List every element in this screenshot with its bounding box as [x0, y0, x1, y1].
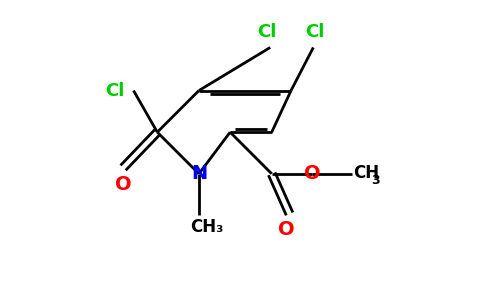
Text: Cl: Cl [257, 23, 277, 41]
Text: Cl: Cl [106, 82, 125, 100]
Text: CH: CH [353, 164, 379, 182]
Text: Cl: Cl [305, 23, 324, 41]
Text: O: O [303, 164, 320, 183]
Text: CH₃: CH₃ [190, 218, 223, 236]
Text: O: O [278, 220, 295, 239]
Text: N: N [191, 164, 207, 183]
Text: O: O [115, 175, 132, 194]
Text: 3: 3 [371, 174, 380, 187]
